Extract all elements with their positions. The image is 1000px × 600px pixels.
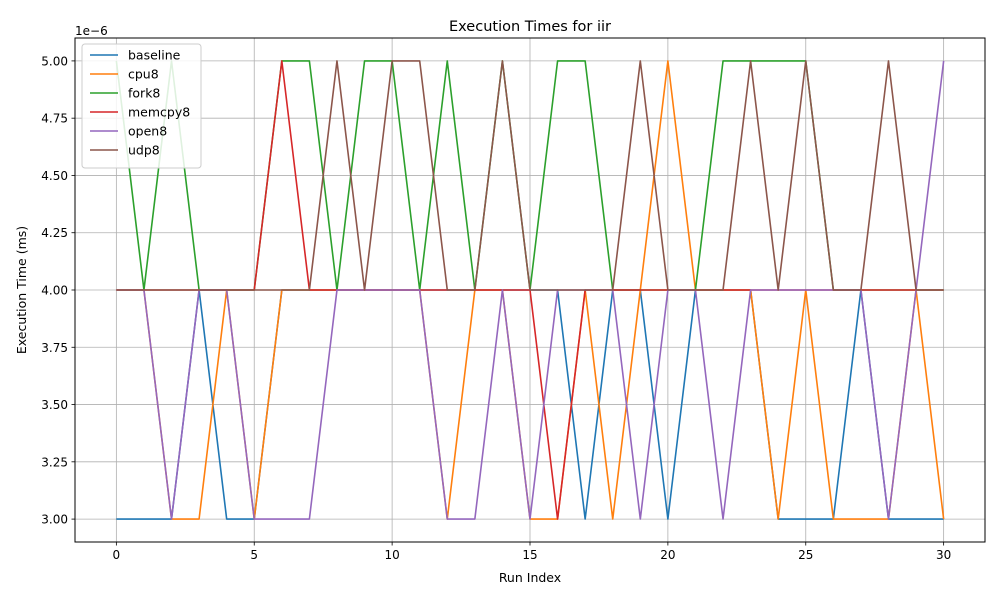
chart-title: Execution Times for iir bbox=[449, 19, 611, 35]
y-tick-label: 3.50 bbox=[41, 398, 68, 412]
x-tick-label: 20 bbox=[660, 548, 675, 562]
x-tick-label: 30 bbox=[936, 548, 951, 562]
series-line-udp8 bbox=[116, 60, 944, 291]
x-tick-label: 15 bbox=[522, 548, 537, 562]
y-tick-label: 5.00 bbox=[41, 54, 68, 68]
axis-ticks: 0 5 10 15 20 25 30 3.00 3.25 3.50 3.75 4.00 4.25 4.50… bbox=[41, 54, 951, 562]
x-tick-label: 5 bbox=[250, 548, 258, 562]
series-line-open8 bbox=[116, 60, 945, 520]
y-tick-label: 3.25 bbox=[41, 455, 68, 469]
x-tick-label: 25 bbox=[798, 548, 813, 562]
x-tick-label: 10 bbox=[384, 548, 399, 562]
legend-label-open8: open8 bbox=[128, 124, 167, 139]
legend-label-fork8: fork8 bbox=[128, 86, 160, 101]
x-tick-label: 0 bbox=[113, 548, 121, 562]
y-axis-offset-text: 1e−6 bbox=[75, 24, 108, 38]
y-axis-label: Execution Time (ms) bbox=[14, 226, 29, 354]
y-tick-label: 3.75 bbox=[41, 341, 68, 355]
y-tick-label: 3.00 bbox=[41, 513, 68, 527]
y-tick-label: 4.25 bbox=[41, 226, 68, 240]
series-lines bbox=[115, 60, 945, 520]
y-tick-label: 4.00 bbox=[41, 284, 68, 298]
y-tick-label: 4.75 bbox=[41, 112, 68, 126]
legend-label-cpu8: cpu8 bbox=[128, 67, 159, 82]
legend-label-baseline: baseline bbox=[128, 48, 181, 63]
legend-box bbox=[81, 43, 202, 169]
y-tick-label: 4.50 bbox=[41, 169, 68, 183]
legend-label-udp8: udp8 bbox=[128, 143, 160, 158]
x-axis-label: Run Index bbox=[499, 570, 561, 585]
legend: baseline cpu8 fork8 memcpy8 open8 udp8 bbox=[81, 43, 202, 169]
legend-label-memcpy8: memcpy8 bbox=[128, 105, 190, 120]
